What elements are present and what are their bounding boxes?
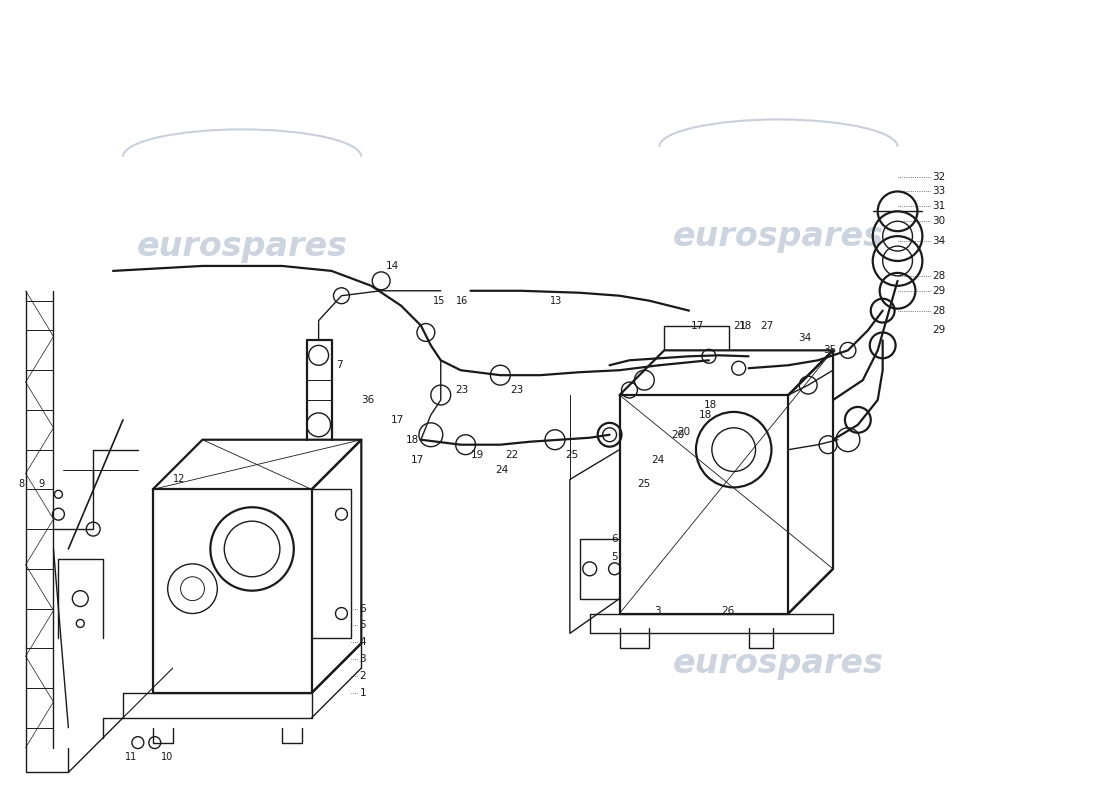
Text: 30: 30 — [933, 216, 946, 226]
Text: 10: 10 — [161, 753, 173, 762]
Text: 3: 3 — [654, 606, 661, 615]
Text: 32: 32 — [933, 171, 946, 182]
Text: 23: 23 — [455, 385, 469, 395]
Text: 28: 28 — [933, 271, 946, 281]
Text: 18: 18 — [406, 434, 419, 445]
Text: 18: 18 — [704, 400, 717, 410]
Text: 25: 25 — [565, 450, 579, 460]
Text: 16: 16 — [455, 296, 468, 306]
Text: 5: 5 — [360, 621, 366, 630]
Text: eurospares: eurospares — [136, 230, 348, 262]
Text: 29: 29 — [933, 286, 946, 296]
Text: 29: 29 — [933, 326, 946, 335]
Text: 27: 27 — [760, 321, 773, 330]
Text: 11: 11 — [125, 753, 138, 762]
Text: 36: 36 — [361, 395, 375, 405]
Text: eurospares: eurospares — [673, 646, 884, 680]
Text: 22: 22 — [505, 450, 518, 460]
Text: 28: 28 — [933, 306, 946, 316]
Text: 6: 6 — [612, 534, 618, 544]
Text: 23: 23 — [510, 385, 524, 395]
Text: 24: 24 — [495, 465, 508, 474]
Text: 26: 26 — [720, 606, 734, 615]
Text: 31: 31 — [933, 202, 946, 211]
Text: 1: 1 — [360, 688, 366, 698]
Text: eurospares: eurospares — [673, 220, 884, 253]
Text: 34: 34 — [933, 236, 946, 246]
Text: 34: 34 — [799, 334, 812, 343]
Text: 13: 13 — [550, 296, 562, 306]
Text: 20: 20 — [671, 430, 684, 440]
Text: 6: 6 — [360, 603, 366, 614]
Text: 20: 20 — [678, 426, 690, 437]
Text: 18: 18 — [739, 321, 752, 330]
Text: 33: 33 — [933, 186, 946, 197]
Text: 15: 15 — [432, 296, 446, 306]
Text: 8: 8 — [19, 479, 25, 490]
Text: 14: 14 — [386, 261, 399, 271]
Text: 2: 2 — [360, 671, 366, 681]
Text: 5: 5 — [612, 552, 618, 562]
Text: 4: 4 — [360, 638, 366, 647]
Text: 12: 12 — [173, 474, 185, 485]
Text: 21: 21 — [734, 321, 747, 330]
Text: 9: 9 — [39, 479, 45, 490]
Text: 17: 17 — [411, 454, 425, 465]
Text: 7: 7 — [337, 360, 343, 370]
Text: 25: 25 — [637, 479, 650, 490]
Text: 3: 3 — [360, 654, 366, 664]
Text: 19: 19 — [471, 450, 484, 460]
Text: 17: 17 — [691, 321, 704, 330]
Text: 24: 24 — [651, 454, 664, 465]
Text: 18: 18 — [698, 410, 712, 420]
Text: 35: 35 — [823, 346, 836, 355]
Text: 17: 17 — [392, 415, 405, 425]
